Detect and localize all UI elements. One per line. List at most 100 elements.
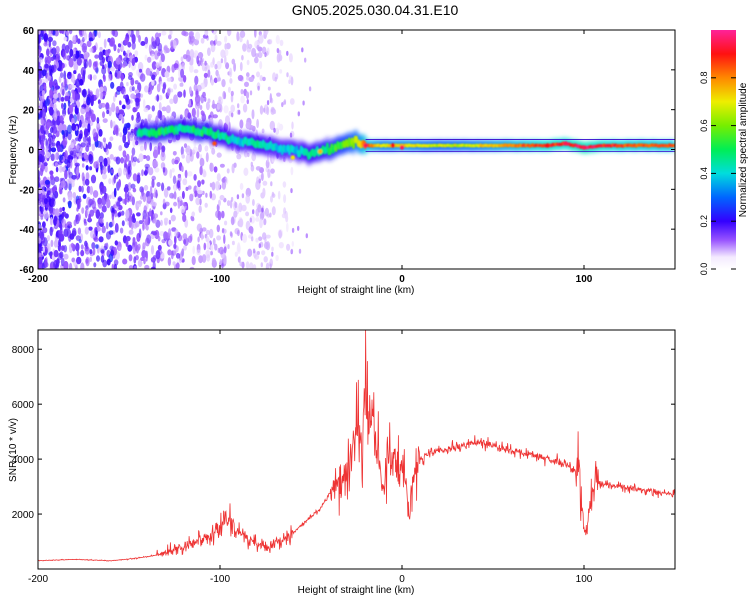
spectrogram-speckle-cell [167, 186, 171, 191]
spectrogram-speckle-cell [96, 122, 100, 128]
spectrogram-speckle-cell [55, 166, 59, 173]
spectrogram-speckle-cell [301, 47, 304, 53]
spectrogram-speckle-cell [168, 34, 172, 40]
spectrogram-speckle-cell [262, 232, 267, 240]
spectrogram-speckle-cell [157, 42, 163, 52]
spectrogram-speckle-cell [59, 223, 63, 231]
spectrogram-speckle-cell [56, 258, 60, 268]
spectrogram-speckle-cell [75, 78, 81, 88]
spectrogram-speckle-cell [182, 233, 188, 240]
spectrogram-speckle-cell [205, 192, 208, 198]
spectrogram-speckle-cell [89, 256, 92, 262]
spectrogram-speckle-cell [212, 114, 218, 119]
spectrogram-speckle-cell [90, 113, 96, 123]
spectrogram-speckle-cell [140, 41, 146, 46]
spectrogram-speckle-cell [150, 257, 156, 263]
spectrogram-speckle-cell [138, 34, 141, 43]
spectrogram-speckle-cell [181, 190, 185, 200]
spectrogram-speckle-cell [131, 34, 136, 44]
spectrogram-speckle-cell [158, 102, 162, 111]
spectrogram-speckle-cell [144, 264, 150, 269]
spectrogram-speckle-cell [67, 167, 71, 176]
spectrogram-speckle-cell [87, 74, 92, 80]
spectrogram-speckle-cell [241, 54, 244, 61]
spectrogram-speckle-cell [115, 127, 119, 136]
spectrogram-speckle-cell [114, 223, 119, 233]
spectrogram-speckle-cell [134, 50, 139, 57]
snr-ytick-label: 6000 [12, 400, 35, 411]
spectrogram-speckle-cell [38, 69, 42, 80]
spectrogram-speckle-cell [51, 186, 58, 193]
spectrogram-speckle-cell [227, 30, 232, 36]
spectrogram-speckle-cell [59, 246, 63, 251]
spectrogram-speckle-cell [194, 190, 198, 198]
spectrogram-speckle-cell [254, 30, 257, 38]
spectrogram-speckle-cell [175, 262, 180, 269]
spectrogram-speckle-cell [224, 43, 227, 50]
spectrogram-speckle-cell [104, 49, 110, 57]
spectrogram-speckle-cell [104, 243, 107, 249]
spectrogram-speckle-cell [137, 243, 141, 250]
spectrogram-hotspot [212, 141, 217, 146]
spectrogram-speckle-cell [64, 169, 68, 180]
spectrogram-speckle-cell [148, 167, 154, 176]
spectrogram-speckle-cell [286, 72, 289, 78]
spectrogram-speckle-cell [185, 153, 191, 164]
spectrogram-speckle-cell [64, 150, 68, 160]
spectrogram-speckle-cell [76, 174, 79, 181]
spectrogram-speckle-cell [44, 98, 50, 107]
spectrogram-speckle-cell [167, 257, 172, 266]
spectrogram-speckle-cell [209, 182, 213, 188]
spectrogram-ylabel: Frequency (Hz) [8, 116, 19, 185]
spectrogram-speckle-cell [173, 201, 178, 207]
spectrogram-speckle-cell [155, 250, 161, 260]
spectrogram-speckle-cell [290, 76, 294, 86]
spectrogram-speckle-cell [106, 258, 111, 266]
spectrogram-speckle-cell [271, 251, 274, 257]
spectrogram-speckle-cell [247, 248, 253, 257]
spectrogram-speckle-cell [99, 141, 103, 150]
spectrogram-speckle-cell [88, 58, 92, 68]
spectrogram-speckle-cell [274, 76, 277, 82]
spectrogram-speckle-cell [56, 219, 60, 227]
spectrogram-speckle-cell [238, 218, 244, 228]
spectrogram-speckle-cell [55, 45, 60, 54]
spectrogram-speckle-cell [252, 264, 257, 269]
spectrogram-speckle-cell [210, 193, 216, 201]
spectrogram-speckle-cell [38, 34, 41, 44]
spectrogram-speckle-cell [69, 159, 73, 169]
spectrogram-speckle-cell [201, 227, 207, 232]
spectrogram-speckle-cell [245, 211, 250, 217]
spectrogram-speckle-cell [126, 81, 129, 87]
spectrogram-speckle-cell [50, 68, 53, 77]
spectrogram-speckle-cell [227, 86, 231, 93]
spectrogram-speckle-cell [76, 57, 82, 66]
spectrogram-speckle-cell [46, 235, 51, 242]
spectrogram-speckle-cell [132, 187, 137, 193]
spectrogram-speckle-cell [200, 232, 204, 241]
spectrogram-speckle-cell [212, 57, 215, 65]
spectrogram-speckle-cell [94, 54, 99, 59]
spectrogram-speckle-cell [40, 231, 44, 241]
spectrogram-speckle-cell [58, 229, 63, 239]
spectrogram-speckle-cell [50, 56, 55, 62]
spectrogram-speckle-cell [202, 169, 207, 178]
spectrogram-speckle-cell [262, 76, 266, 82]
spectrogram-speckle-cell [160, 53, 166, 63]
spectrogram-speckle-cell [58, 154, 63, 161]
spectrogram-speckle-cell [258, 236, 263, 241]
spectrogram-speckle-cell [113, 44, 117, 52]
spectrogram-speckle-cell [50, 198, 56, 208]
spectrogram-speckle-cell [105, 221, 109, 230]
spectrogram-speckle-cell [44, 63, 49, 69]
spectrogram-speckle-cell [219, 194, 225, 201]
spectrogram-ridge-cell [672, 143, 675, 148]
spectrogram-speckle-cell [226, 168, 230, 174]
spectrogram-speckle-cell [125, 239, 129, 247]
spectrogram-speckle-cell [297, 225, 300, 231]
spectrogram-speckle-cell [151, 201, 157, 207]
spectrogram-speckle-cell [74, 162, 80, 167]
spectrogram-speckle-cell [114, 240, 119, 246]
spectrogram-speckle-cell [125, 98, 131, 105]
spectrogram-speckle-cell [144, 141, 147, 151]
